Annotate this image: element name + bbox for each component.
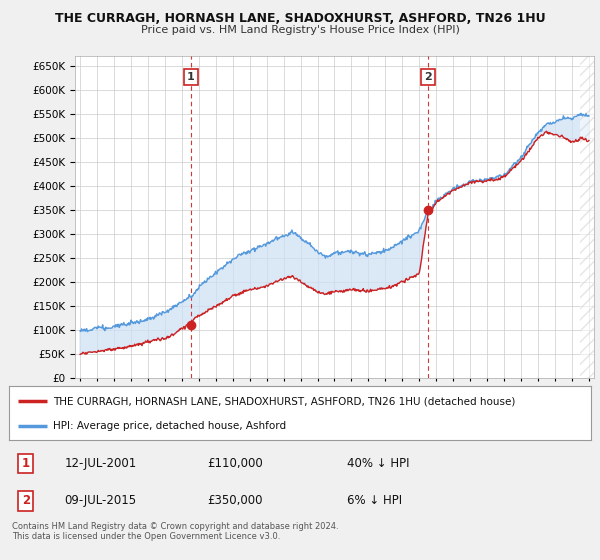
Text: 6% ↓ HPI: 6% ↓ HPI (347, 494, 401, 507)
Text: HPI: Average price, detached house, Ashford: HPI: Average price, detached house, Ashf… (53, 421, 286, 431)
Text: £350,000: £350,000 (207, 494, 262, 507)
Text: 40% ↓ HPI: 40% ↓ HPI (347, 457, 409, 470)
Text: 1: 1 (187, 72, 195, 82)
Text: 2: 2 (424, 72, 432, 82)
Text: 09-JUL-2015: 09-JUL-2015 (64, 494, 136, 507)
Text: Contains HM Land Registry data © Crown copyright and database right 2024.
This d: Contains HM Land Registry data © Crown c… (12, 522, 338, 542)
Text: Price paid vs. HM Land Registry's House Price Index (HPI): Price paid vs. HM Land Registry's House … (140, 25, 460, 35)
Text: 2: 2 (22, 494, 30, 507)
Text: THE CURRAGH, HORNASH LANE, SHADOXHURST, ASHFORD, TN26 1HU (detached house): THE CURRAGH, HORNASH LANE, SHADOXHURST, … (53, 396, 515, 407)
Text: THE CURRAGH, HORNASH LANE, SHADOXHURST, ASHFORD, TN26 1HU: THE CURRAGH, HORNASH LANE, SHADOXHURST, … (55, 12, 545, 25)
Text: 12-JUL-2001: 12-JUL-2001 (64, 457, 137, 470)
Text: 1: 1 (22, 457, 30, 470)
Text: £110,000: £110,000 (207, 457, 263, 470)
